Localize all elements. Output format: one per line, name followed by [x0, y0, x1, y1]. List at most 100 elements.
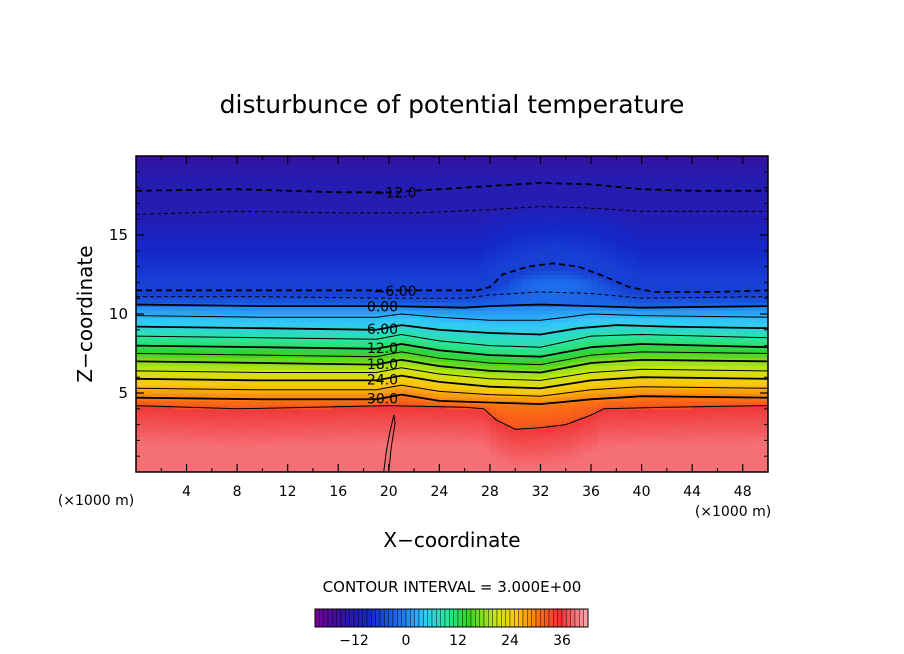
field-cell	[521, 464, 529, 469]
field-cell	[376, 195, 384, 201]
field-cell	[300, 341, 308, 347]
field-cell	[154, 215, 162, 220]
field-cell	[420, 420, 428, 426]
field-cell	[325, 270, 333, 276]
field-cell	[249, 460, 257, 465]
field-cell	[319, 373, 327, 378]
field-cell	[521, 183, 529, 189]
field-cell	[508, 298, 516, 303]
field-cell	[136, 385, 143, 390]
field-cell	[142, 436, 150, 441]
field-cell	[477, 262, 485, 268]
field-cell	[218, 298, 226, 303]
field-cell	[420, 282, 428, 287]
field-cell	[515, 294, 523, 299]
field-cell	[294, 274, 301, 280]
field-cell	[508, 424, 516, 430]
field-cell	[508, 468, 516, 472]
field-cell	[470, 298, 478, 303]
field-cell	[136, 468, 143, 472]
field-cell	[243, 156, 251, 161]
field-cell	[294, 389, 301, 394]
field-cell	[521, 227, 529, 232]
field-cell	[414, 278, 421, 283]
field-cell	[420, 199, 428, 204]
field-cell	[350, 444, 358, 449]
field-cell	[256, 163, 263, 169]
field-cell	[382, 440, 390, 445]
field-cell	[256, 159, 263, 165]
field-cell	[154, 325, 162, 331]
field-cell	[331, 468, 339, 472]
field-cell	[205, 357, 213, 362]
field-cell	[395, 381, 403, 386]
field-cell	[312, 393, 320, 398]
field-cell	[249, 337, 257, 343]
field-cell	[521, 436, 529, 441]
field-cell	[489, 424, 497, 430]
field-cell	[426, 290, 434, 295]
field-cell	[205, 400, 213, 406]
field-cell	[281, 298, 289, 303]
field-cell	[249, 286, 257, 291]
field-cell	[357, 400, 365, 406]
field-cell	[452, 195, 459, 201]
field-cell	[154, 420, 162, 426]
field-cell	[224, 156, 232, 161]
field-cell	[142, 452, 150, 457]
field-cell	[496, 314, 504, 319]
field-cell	[325, 223, 333, 228]
field-cell	[357, 235, 365, 240]
field-cell	[508, 215, 516, 220]
field-cell	[306, 302, 314, 307]
field-cell	[470, 456, 478, 461]
field-cell	[445, 199, 453, 204]
field-cell	[458, 424, 466, 430]
field-cell	[243, 420, 251, 426]
field-cell	[262, 195, 270, 201]
field-cell	[312, 238, 320, 244]
field-cell	[464, 207, 472, 212]
field-cell	[249, 183, 257, 189]
field-cell	[376, 385, 384, 390]
field-cell	[464, 377, 472, 382]
field-cell	[376, 290, 384, 295]
field-cell	[275, 436, 282, 441]
field-cell	[388, 432, 396, 438]
field-cell	[483, 191, 491, 197]
field-cell	[433, 199, 440, 204]
field-cell	[243, 400, 251, 406]
field-cell	[401, 171, 409, 177]
field-cell	[161, 286, 169, 291]
field-cell	[192, 306, 200, 311]
field-cell	[445, 179, 453, 185]
field-cell	[237, 436, 245, 441]
field-cell	[319, 314, 327, 319]
field-cell	[224, 163, 232, 169]
field-cell	[344, 341, 352, 347]
field-cell	[256, 278, 263, 283]
field-cell	[357, 325, 365, 331]
field-cell	[148, 389, 156, 394]
field-cell	[167, 159, 175, 165]
field-cell	[483, 333, 491, 339]
field-cell	[489, 325, 497, 331]
field-cell	[508, 223, 516, 228]
field-cell	[218, 385, 226, 390]
field-cell	[281, 179, 289, 185]
field-cell	[136, 349, 143, 355]
field-cell	[414, 270, 421, 276]
field-cell	[319, 365, 327, 370]
field-cell	[426, 393, 434, 398]
field-cell	[426, 349, 434, 355]
field-cell	[477, 436, 485, 441]
field-cell	[382, 381, 390, 386]
field-cell	[294, 183, 301, 189]
field-cell	[211, 428, 219, 434]
field-cell	[483, 203, 491, 208]
field-cell	[256, 238, 263, 244]
field-cell	[344, 369, 352, 374]
field-cell	[338, 393, 346, 398]
field-cell	[218, 278, 226, 283]
field-cell	[407, 412, 415, 418]
